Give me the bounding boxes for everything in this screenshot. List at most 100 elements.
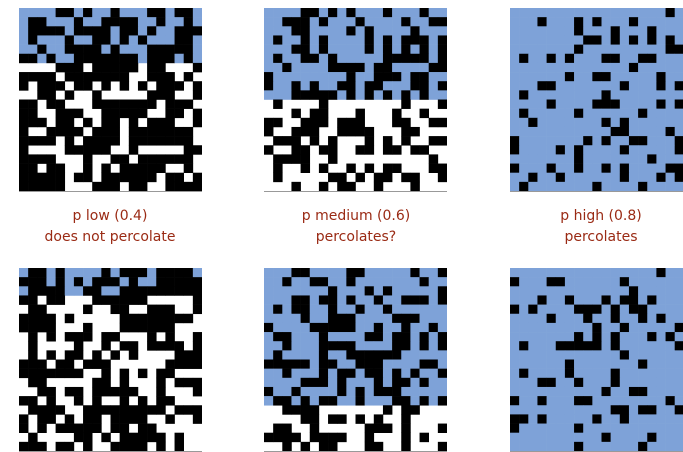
blocked-site — [174, 341, 184, 351]
blocked-site — [519, 108, 529, 119]
blocked-site — [401, 35, 411, 45]
full-site — [392, 62, 402, 73]
blocked-site — [564, 368, 575, 379]
full-site — [373, 44, 384, 55]
full-site — [674, 154, 683, 164]
blocked-site — [382, 350, 393, 360]
full-site — [555, 405, 566, 415]
full-site — [665, 277, 675, 287]
full-site — [665, 62, 675, 73]
full-site — [309, 396, 320, 406]
blocked-site — [601, 117, 611, 128]
blocked-site — [437, 268, 447, 278]
full-site — [583, 350, 593, 360]
full-site — [273, 268, 283, 278]
blocked-site — [574, 108, 584, 119]
blocked-site — [64, 90, 75, 100]
blocked-site — [119, 163, 130, 173]
blocked-site — [37, 377, 47, 388]
blocked-site — [165, 117, 175, 128]
full-site — [510, 341, 520, 351]
blocked-site — [355, 350, 365, 360]
full-site — [619, 154, 630, 164]
blocked-site — [318, 99, 329, 109]
blocked-site — [592, 414, 602, 424]
blocked-site — [19, 163, 29, 173]
full-site — [601, 341, 611, 351]
full-site — [428, 35, 439, 45]
blocked-site — [83, 117, 93, 128]
blocked-site — [282, 341, 292, 351]
full-site — [537, 62, 547, 73]
blocked-site — [64, 313, 75, 324]
full-site — [619, 441, 630, 451]
full-site — [437, 322, 447, 333]
full-site — [355, 35, 365, 45]
full-site — [392, 304, 402, 315]
blocked-site — [64, 145, 75, 155]
full-site — [355, 313, 365, 324]
full-site — [273, 322, 283, 333]
full-site — [437, 350, 447, 360]
blocked-site — [128, 268, 139, 278]
full-site — [528, 154, 538, 164]
full-site — [592, 126, 602, 137]
blocked-site — [574, 441, 584, 451]
blocked-site — [192, 81, 202, 91]
full-site — [528, 72, 538, 82]
blocked-site — [392, 313, 402, 324]
blocked-site — [309, 136, 320, 146]
full-site — [674, 126, 683, 137]
blocked-site — [55, 117, 66, 128]
full-site — [647, 117, 657, 128]
full-site — [192, 17, 202, 27]
blocked-site — [28, 117, 38, 128]
full-site — [555, 99, 566, 109]
blocked-site — [55, 405, 66, 415]
full-site — [392, 277, 402, 287]
full-site — [528, 286, 538, 296]
full-site — [546, 72, 557, 82]
full-site — [300, 368, 311, 379]
full-site — [401, 368, 411, 379]
full-site — [601, 277, 611, 287]
blocked-site — [147, 62, 157, 73]
blocked-site — [537, 377, 547, 388]
full-site — [410, 8, 420, 18]
full-site — [528, 359, 538, 369]
blocked-site — [19, 322, 29, 333]
full-site — [273, 44, 283, 55]
blocked-site — [264, 432, 274, 443]
blocked-site — [165, 181, 175, 191]
full-site — [519, 332, 529, 342]
blocked-site — [128, 145, 139, 155]
blocked-site — [174, 136, 184, 146]
full-site — [337, 90, 347, 100]
blocked-site — [147, 72, 157, 82]
blocked-site — [282, 154, 292, 164]
full-site — [273, 386, 283, 397]
full-site — [665, 386, 675, 397]
blocked-site — [119, 172, 130, 183]
full-site — [546, 35, 557, 45]
full-site — [619, 35, 630, 45]
blocked-site — [300, 117, 311, 128]
full-site — [119, 44, 130, 55]
blocked-site — [638, 108, 648, 119]
blocked-site — [510, 423, 520, 433]
blocked-site — [156, 136, 166, 146]
full-site — [428, 313, 439, 324]
blocked-site — [110, 304, 120, 315]
full-site — [346, 53, 356, 64]
blocked-site — [156, 90, 166, 100]
blocked-site — [128, 313, 139, 324]
blocked-site — [638, 53, 648, 64]
full-site — [392, 90, 402, 100]
blocked-site — [382, 145, 393, 155]
percolation-grid-top-high — [510, 8, 683, 192]
full-site — [601, 26, 611, 36]
full-site — [628, 368, 639, 379]
blocked-site — [46, 90, 56, 100]
full-site — [528, 44, 538, 55]
blocked-site — [656, 172, 666, 183]
